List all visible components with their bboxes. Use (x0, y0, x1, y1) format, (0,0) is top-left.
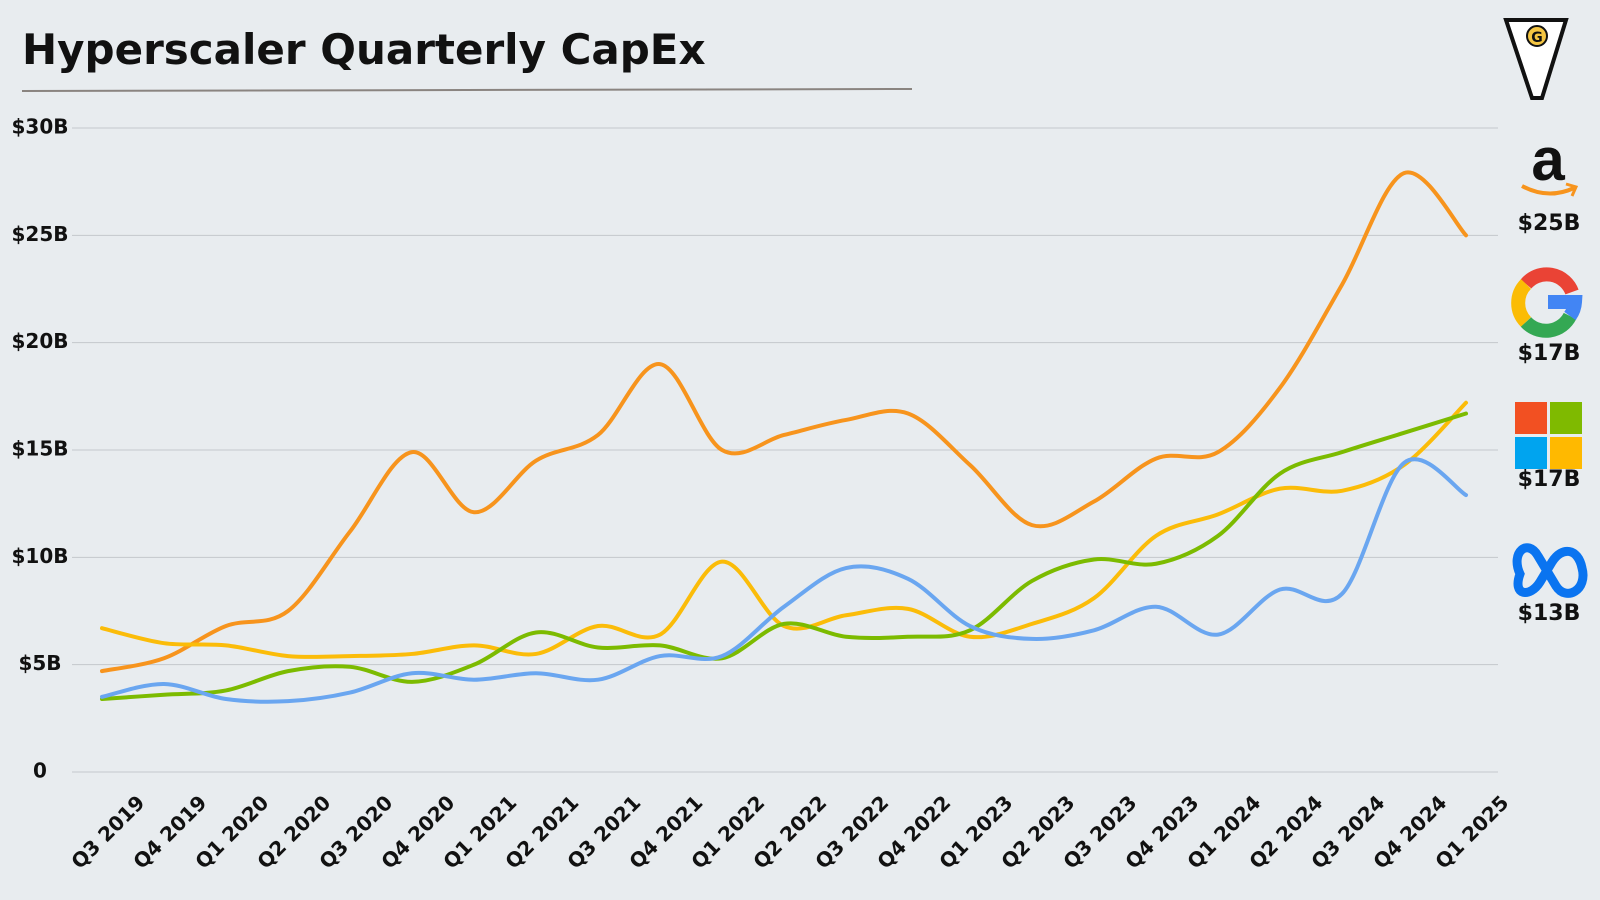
svg-text:a: a (1531, 126, 1565, 193)
title-rule (21, 88, 913, 92)
series-line (100, 457, 1468, 704)
brand-logo: G (1503, 18, 1569, 100)
y-tick-label: $10B (12, 544, 69, 568)
series-line (100, 411, 1468, 702)
series-line (100, 400, 1468, 659)
y-tick-label: $5B (18, 651, 61, 675)
series-line (100, 170, 1468, 674)
y-tick-label: $20B (12, 329, 69, 353)
y-tick-label: 0 (33, 759, 47, 783)
series-latest-label: $13B (1518, 601, 1581, 626)
amazon-logo: a (1521, 126, 1579, 197)
google-logo (1511, 267, 1583, 338)
svg-text:G: G (1531, 30, 1543, 46)
series-latest-label: $17B (1518, 341, 1581, 366)
y-tick-label: $30B (12, 115, 69, 139)
y-tick-label: $25B (12, 222, 69, 246)
series-latest-label: $17B (1518, 467, 1581, 492)
chart-title: Hyperscaler Quarterly CapEx (22, 25, 706, 74)
series-latest-label: $25B (1518, 211, 1581, 236)
meta-logo (1512, 543, 1588, 598)
y-tick-label: $15B (12, 437, 69, 461)
microsoft-logo (1515, 402, 1582, 469)
